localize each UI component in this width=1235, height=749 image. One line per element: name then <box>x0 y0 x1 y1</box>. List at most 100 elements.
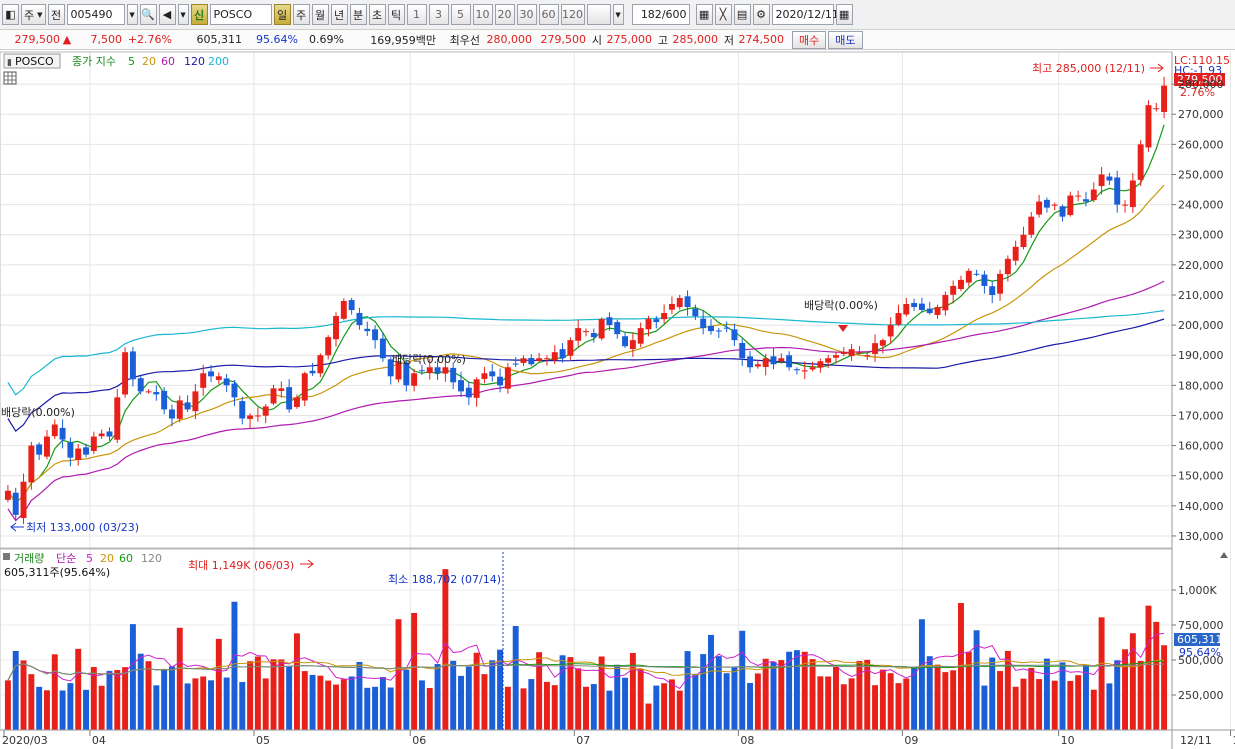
buy-button[interactable]: 매수 <box>792 30 827 49</box>
interval-20-button[interactable]: 20 <box>494 4 515 25</box>
chart-type-icon[interactable]: ▦ <box>695 4 713 25</box>
interval-10-button[interactable]: 10 <box>472 4 493 25</box>
candle-body <box>317 355 324 374</box>
stock-chart[interactable]: POSCO ▮ 종가 지수 5 20 60 120 200 최고 285,000… <box>0 50 1235 749</box>
volume-bar <box>965 651 972 730</box>
volume-bar <box>770 661 777 730</box>
indicator-icon[interactable]: ╳ <box>714 4 732 25</box>
best-bid: 280,000 <box>486 33 533 46</box>
chart-settings-icon[interactable]: ◧ <box>2 4 19 25</box>
price-tick-label: 130,000 <box>1178 530 1224 543</box>
candle-body <box>1004 258 1011 275</box>
period-month-button[interactable]: 월 <box>311 4 329 25</box>
date-field[interactable]: 2020/12/11 <box>771 4 839 25</box>
interval-60-button[interactable]: 60 <box>538 4 559 25</box>
candle-body <box>551 352 558 361</box>
candle-body <box>840 352 847 355</box>
bar-count-field[interactable]: 182/600 <box>631 4 690 25</box>
candle-body <box>372 329 379 341</box>
candle-body <box>161 390 168 410</box>
stock-name-field[interactable]: POSCO <box>209 4 272 25</box>
speaker-icon[interactable]: ◀ <box>158 4 176 25</box>
period-week-button[interactable]: 주 <box>292 4 310 25</box>
volume-bar <box>590 684 597 730</box>
bar-count-value: 182 <box>640 8 662 21</box>
volume-bar <box>614 664 621 730</box>
collapse-up-icon[interactable] <box>1220 552 1228 558</box>
price-panel-title-box[interactable] <box>3 53 61 69</box>
candle-body <box>567 340 574 356</box>
volume-bar <box>278 659 285 730</box>
candle-body <box>168 409 175 419</box>
change-pct-axis-label: 2.76% <box>1180 86 1215 99</box>
interval-1-button[interactable]: 1 <box>406 4 427 25</box>
candle-body <box>614 322 621 335</box>
candle-body <box>301 373 308 401</box>
current-price: 279,500 <box>14 33 61 46</box>
period-tick-button[interactable]: 틱 <box>387 4 405 25</box>
calendar-icon[interactable]: ▦ <box>835 4 853 25</box>
volume-bar <box>418 680 425 730</box>
chart-grid <box>1 52 1231 730</box>
period-minute-button[interactable]: 분 <box>349 4 367 25</box>
volume-bar <box>333 684 339 730</box>
volume-current-axis-label: 605,311 <box>1177 633 1223 646</box>
volume-ratio: 95.64% <box>256 33 298 46</box>
compare-icon[interactable]: ▤ <box>733 4 751 25</box>
volume-bar <box>1145 605 1152 730</box>
volume-bar <box>637 669 644 730</box>
change-percent: +2.76% <box>127 33 172 46</box>
candle-body <box>293 397 300 407</box>
volume-bar <box>270 659 277 730</box>
candle-body <box>145 391 152 393</box>
interval-dropdown-icon[interactable]: ▼ <box>612 4 624 25</box>
prev-button[interactable]: 전 <box>47 4 65 25</box>
period-day-button[interactable]: 일 <box>273 4 291 25</box>
volume-bar <box>1106 683 1113 730</box>
price-tick-label: 270,000 <box>1178 108 1224 121</box>
volume-bar <box>114 670 121 730</box>
sell-button[interactable]: 매도 <box>828 30 863 49</box>
volume-bar <box>153 685 160 730</box>
search-icon[interactable]: 🔍 <box>139 4 157 25</box>
candle-body <box>786 355 793 368</box>
interval-3-button[interactable]: 3 <box>428 4 449 25</box>
volume-ma-line <box>7 663 1165 681</box>
volume-bar <box>840 684 847 730</box>
volume-legend-label: 단순 <box>56 552 76 565</box>
candle-body <box>200 373 207 388</box>
candle-body <box>911 303 918 308</box>
volume-bar <box>387 687 394 730</box>
volume-bar <box>411 612 418 730</box>
candle-body <box>286 387 293 410</box>
price-tick-label: 190,000 <box>1178 349 1224 362</box>
speaker-dropdown-icon[interactable]: ▼ <box>177 4 189 25</box>
code-dropdown-chevron-icon[interactable]: ▼ <box>126 4 138 25</box>
credit-badge[interactable]: 신 <box>190 4 208 25</box>
interval-custom-input[interactable] <box>586 4 611 25</box>
candle-body <box>129 351 136 380</box>
current-price-axis-label: 279,500 <box>1177 73 1223 86</box>
period-second-button[interactable]: 초 <box>368 4 386 25</box>
volume-bar <box>1114 660 1121 730</box>
table-icon[interactable] <box>3 71 17 85</box>
volume-bar <box>645 703 652 730</box>
volume-bar <box>364 687 371 730</box>
x-axis-end-label: 12/11 <box>1180 734 1212 747</box>
candle-body <box>895 313 902 325</box>
interval-120-button[interactable]: 120 <box>560 4 585 25</box>
volume-ma-line <box>7 657 1165 681</box>
volume-bar <box>848 678 855 730</box>
volume-panel-title: 거래량 <box>14 552 44 565</box>
period-select[interactable]: 주 ▼ <box>21 4 46 25</box>
volume-bar <box>12 650 19 730</box>
candle-body <box>708 325 714 332</box>
bar-count-max: /600 <box>661 8 687 21</box>
gear-icon[interactable]: ⚙ <box>752 4 770 25</box>
interval-30-button[interactable]: 30 <box>516 4 537 25</box>
candle-body <box>411 373 418 386</box>
best-quote-label: 최우선 <box>449 33 480 47</box>
period-year-button[interactable]: 년 <box>330 4 348 25</box>
interval-5-button[interactable]: 5 <box>450 4 471 25</box>
stock-code-input[interactable]: 005490 <box>66 4 125 25</box>
